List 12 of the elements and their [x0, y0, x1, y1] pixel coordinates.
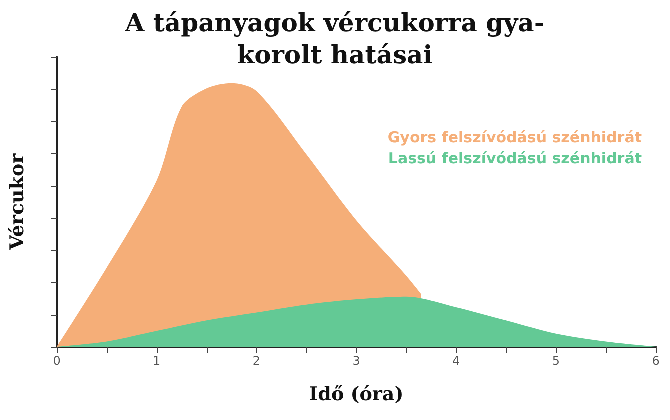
text: Gyors felszívódású szénhidrát: [388, 128, 642, 146]
y-axis-title: Vércukor: [6, 152, 28, 252]
x-tick-label: 4: [452, 354, 460, 368]
chart-title: A tápanyagok vércukorra gya- korolt hatásai: [124, 8, 545, 70]
x-tick-label: 1: [153, 354, 161, 368]
text: Lassú felszívódású szénhidrát: [388, 150, 642, 168]
x-tick-label: 3: [352, 354, 360, 368]
x-tick-label: 6: [652, 354, 660, 368]
x-tick-label: 0: [53, 354, 61, 368]
x-axis-title: Idő (óra): [309, 384, 404, 406]
x-tick-label: 5: [552, 354, 560, 368]
x-tick-label: 2: [252, 354, 260, 368]
